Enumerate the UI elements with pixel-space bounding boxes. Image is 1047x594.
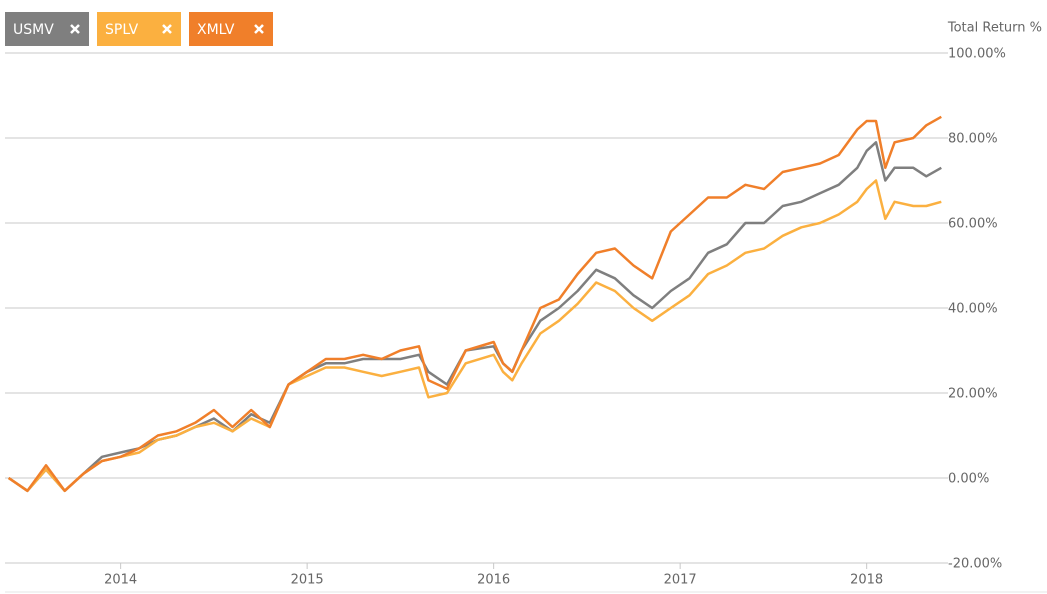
y-tick-label: 80.00% <box>948 132 998 147</box>
y-tick-label: 60.00% <box>948 217 998 232</box>
series-line <box>7 141 942 493</box>
series-line <box>7 179 942 493</box>
y-tick-label: 20.00% <box>948 387 998 402</box>
y-tick-label: 40.00% <box>948 302 998 317</box>
y-axis-label: Total Return % <box>947 21 1042 36</box>
series-line <box>7 115 942 493</box>
x-tick-label: 2017 <box>664 573 697 588</box>
legend-item[interactable]: XMLV <box>189 12 273 46</box>
legend-close-icon[interactable] <box>70 24 80 34</box>
legend-label[interactable]: SPLV <box>105 22 139 38</box>
y-tick-label: 0.00% <box>948 472 989 487</box>
legend-close-icon[interactable] <box>162 24 172 34</box>
x-tick-label: 2015 <box>291 573 324 588</box>
x-tick-label: 2018 <box>850 573 883 588</box>
legend-item[interactable]: USMV <box>5 12 89 46</box>
x-tick-label: 2014 <box>104 573 137 588</box>
legend-label[interactable]: XMLV <box>197 22 235 38</box>
x-tick-label: 2016 <box>477 573 510 588</box>
legend-close-icon[interactable] <box>254 24 264 34</box>
legend-label[interactable]: USMV <box>13 22 54 38</box>
y-tick-label: -20.00% <box>948 557 1002 572</box>
y-tick-label: 100.00% <box>948 47 1006 62</box>
legend-item[interactable]: SPLV <box>97 12 181 46</box>
